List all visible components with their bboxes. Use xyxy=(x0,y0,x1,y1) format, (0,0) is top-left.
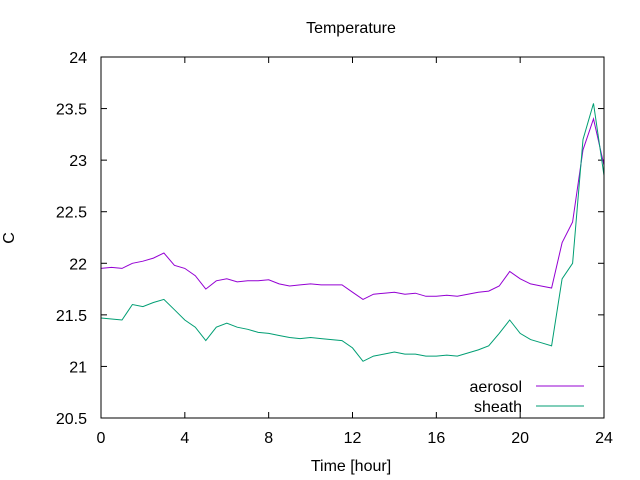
y-tick-label: 20.5 xyxy=(56,411,87,428)
x-tick-label: 0 xyxy=(97,430,106,447)
plot-frame xyxy=(100,56,605,419)
y-tick-label: 21 xyxy=(69,359,87,376)
axis-ticks: 0 4 8 12 16 20 24 20.5 21 21.5 22 22.5 23 23.5 24 xyxy=(56,50,613,447)
y-tick-label: 23 xyxy=(69,153,87,170)
y-tick-label: 24 xyxy=(69,50,87,67)
x-axis-label: Time [hour] xyxy=(311,458,391,475)
y-axis-label: C xyxy=(1,232,18,244)
legend-label: sheath xyxy=(474,399,522,416)
chart-title: Temperature xyxy=(306,20,396,37)
x-tick-label: 4 xyxy=(180,430,189,447)
legend-label: aerosol xyxy=(470,379,522,396)
x-tick-label: 20 xyxy=(511,430,529,447)
x-tick-label: 24 xyxy=(595,430,613,447)
series-line-aerosol xyxy=(100,117,605,300)
y-tick-label: 23.5 xyxy=(56,102,87,119)
y-tick-label: 21.5 xyxy=(56,308,87,325)
y-tick-label: 22 xyxy=(69,256,87,273)
x-tick-label: 16 xyxy=(427,430,445,447)
x-tick-label: 8 xyxy=(264,430,273,447)
series-line-sheath xyxy=(100,103,605,362)
y-tick-label: 22.5 xyxy=(56,205,87,222)
x-tick-label: 12 xyxy=(344,430,362,447)
legend: aerosol sheath xyxy=(470,379,584,416)
series-lines xyxy=(100,103,605,362)
